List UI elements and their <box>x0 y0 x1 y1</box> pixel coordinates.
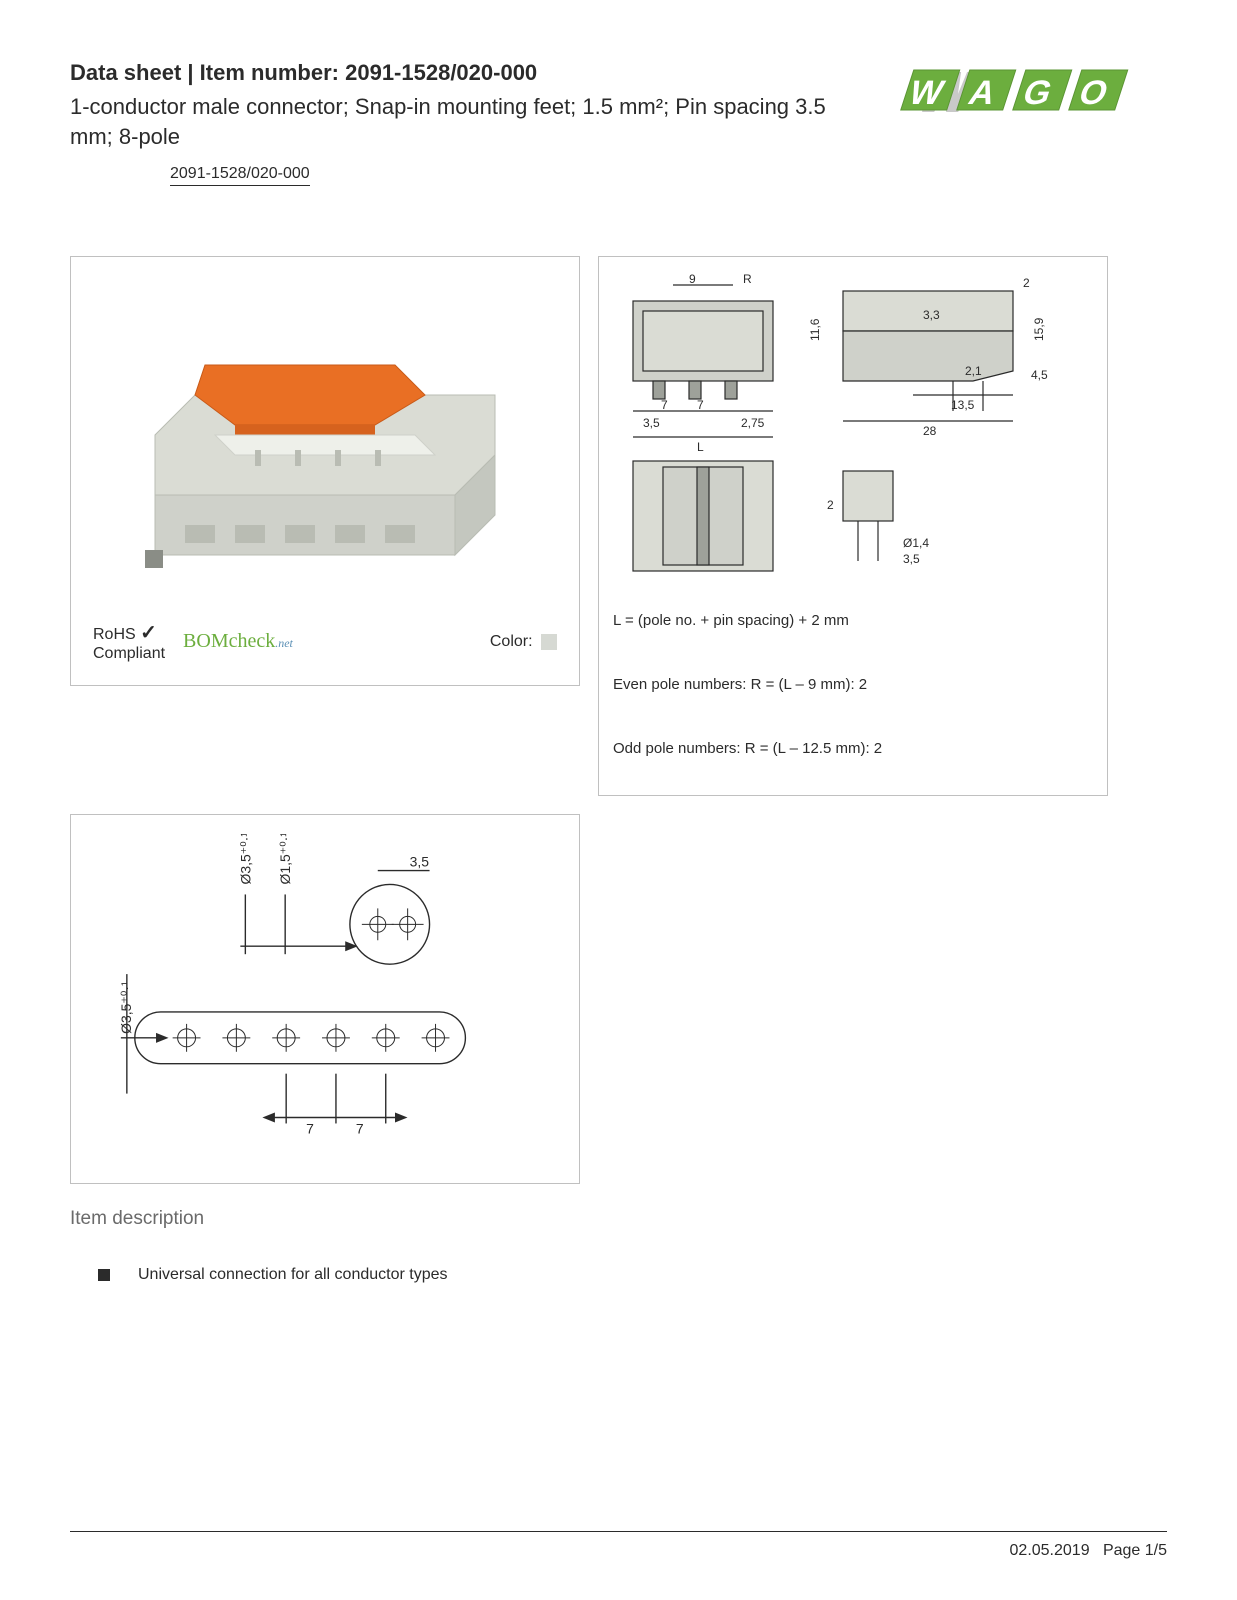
page-subtitle: 1-conductor male connector; Snap-in moun… <box>70 92 850 151</box>
formula-odd: Odd pole numbers: R = (L – 12.5 mm): 2 <box>613 719 1093 763</box>
svg-text:9: 9 <box>689 272 696 286</box>
svg-text:13,5: 13,5 <box>951 398 975 412</box>
color-label: Color: <box>490 633 533 650</box>
svg-text:Ø3,5⁺⁰·¹: Ø3,5⁺⁰·¹ <box>237 834 253 884</box>
formula-block: L = (pole no. + pin spacing) + 2 mm Even… <box>613 591 1093 763</box>
footer-page: Page 1/5 <box>1103 1542 1167 1559</box>
product-image <box>87 273 563 616</box>
svg-text:28: 28 <box>923 424 937 438</box>
rohs-text: RoHS <box>93 626 136 643</box>
dimension-drawing: 9R 7 7 3,5 2,75 L 2 11,6 3,3 15, <box>613 271 1093 581</box>
svg-text:R: R <box>743 272 752 286</box>
svg-text:2: 2 <box>827 498 834 512</box>
bullet-text: Universal connection for all conductor t… <box>138 1266 448 1284</box>
svg-text:3,5: 3,5 <box>410 854 430 870</box>
item-description-heading: Item description <box>70 1208 1167 1230</box>
svg-text:2: 2 <box>1023 276 1030 290</box>
color-indicator: Color: <box>490 633 557 651</box>
svg-text:4,5: 4,5 <box>1031 368 1048 382</box>
drill-pattern-panel: Ø3,5⁺⁰·¹ Ø1,5⁺⁰·¹ 3,5 Ø3,5⁺⁰·¹ <box>70 814 580 1184</box>
svg-text:7: 7 <box>356 1121 364 1137</box>
wago-logo: W A G O <box>887 60 1167 125</box>
svg-text:11,6: 11,6 <box>808 319 822 342</box>
svg-text:7: 7 <box>661 398 668 412</box>
product-image-panel: RoHS ✓ Compliant BOMcheck.net Color: <box>70 256 580 686</box>
svg-text:2,75: 2,75 <box>741 416 765 430</box>
svg-text:Ø1,5⁺⁰·¹: Ø1,5⁺⁰·¹ <box>277 834 293 884</box>
svg-text:Ø1,4: Ø1,4 <box>903 536 929 550</box>
svg-text:2,1: 2,1 <box>965 364 982 378</box>
images-grid: RoHS ✓ Compliant BOMcheck.net Color: <box>70 256 1167 796</box>
check-icon: ✓ <box>140 622 157 644</box>
formula-even: Even pole numbers: R = (L – 9 mm): 2 <box>613 655 1093 719</box>
dimension-panel: 9R 7 7 3,5 2,75 L 2 11,6 3,3 15, <box>598 256 1108 796</box>
svg-text:Ø3,5⁺⁰·¹: Ø3,5⁺⁰·¹ <box>118 981 134 1034</box>
header-text: Data sheet | Item number: 2091-1528/020-… <box>70 60 887 186</box>
svg-text:7: 7 <box>697 398 704 412</box>
bomcheck-text: BOMcheck <box>183 630 275 652</box>
item-number-link[interactable]: 2091-1528/020-000 <box>170 165 310 186</box>
page-title: Data sheet | Item number: 2091-1528/020-… <box>70 60 887 86</box>
header: Data sheet | Item number: 2091-1528/020-… <box>70 60 1167 186</box>
svg-text:3,3: 3,3 <box>923 308 940 322</box>
title-item-number: 2091-1528/020-000 <box>345 60 537 85</box>
svg-text:3,5: 3,5 <box>643 416 660 430</box>
footer-date: 02.05.2019 <box>1010 1542 1090 1559</box>
square-bullet-icon <box>98 1269 110 1281</box>
bomcheck-net: .net <box>275 636 293 650</box>
badges-row: RoHS ✓ Compliant BOMcheck.net Color: <box>87 616 563 669</box>
svg-text:15,9: 15,9 <box>1032 318 1046 342</box>
color-swatch <box>541 634 557 650</box>
svg-text:L: L <box>697 440 704 454</box>
bomcheck-logo: BOMcheck.net <box>183 630 293 653</box>
page-footer: 02.05.2019 Page 1/5 <box>70 1531 1167 1560</box>
svg-text:7: 7 <box>306 1121 314 1137</box>
description-bullet-1: Universal connection for all conductor t… <box>98 1266 1167 1284</box>
svg-text:3,5: 3,5 <box>903 552 920 566</box>
formula-l: L = (pole no. + pin spacing) + 2 mm <box>613 591 1093 655</box>
compliant-text: Compliant <box>93 645 165 662</box>
title-prefix: Data sheet | Item number: <box>70 60 345 85</box>
rohs-badge: RoHS ✓ Compliant <box>93 620 165 663</box>
